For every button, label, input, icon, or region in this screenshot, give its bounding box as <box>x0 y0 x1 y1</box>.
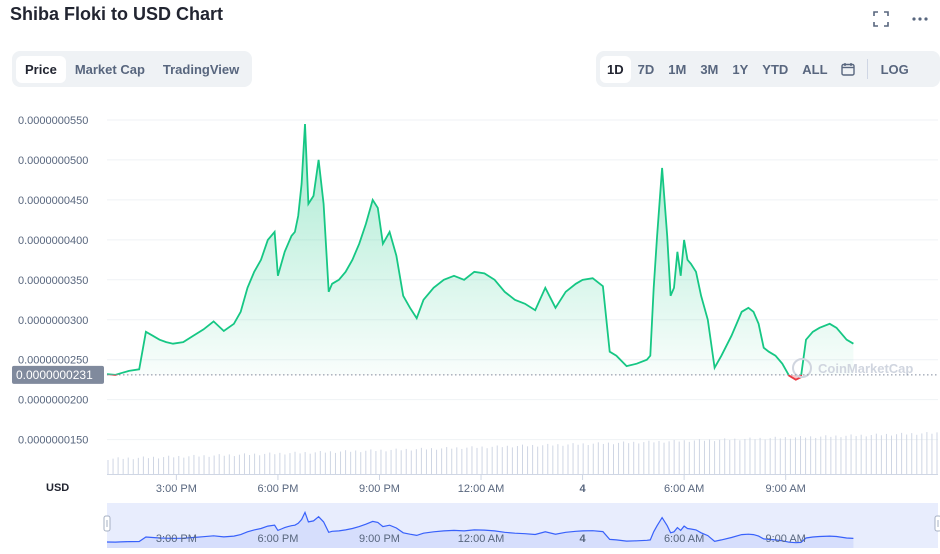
range-1d[interactable]: 1D <box>600 55 631 83</box>
calendar-icon <box>840 63 855 76</box>
range-1y[interactable]: 1Y <box>732 61 749 77</box>
chart-type-tabs: Price Market Cap TradingView <box>12 51 253 87</box>
y-tick-label: 0.0000000550 <box>18 115 88 127</box>
navigator-tick-label: 3:00 PM <box>156 533 197 545</box>
watermark-logo-icon <box>792 358 812 378</box>
currency-label: USD <box>46 482 69 494</box>
navigator-tick-label: 12:00 AM <box>458 533 504 545</box>
y-tick-label: 0.0000000200 <box>18 395 88 407</box>
tab-market-cap[interactable]: Market Cap <box>74 61 145 77</box>
y-tick-label: 0.0000000500 <box>18 155 88 167</box>
y-tick-label: 0.0000000250 <box>18 355 88 367</box>
x-tick-label: 6:00 PM <box>257 483 298 495</box>
range-divider <box>866 59 868 79</box>
log-toggle[interactable]: LOG <box>880 61 909 77</box>
y-tick-label: 0.0000000400 <box>18 235 88 247</box>
price-line-up <box>106 123 854 375</box>
tab-tradingview[interactable]: TradingView <box>162 61 240 77</box>
x-tick-label: 9:00 AM <box>765 483 805 495</box>
range-1m[interactable]: 1M <box>668 61 687 77</box>
y-tick-label: 0.0000000350 <box>18 275 88 287</box>
time-range-tabs: 1D 7D 1M 3M 1Y YTD ALL LOG <box>596 51 940 87</box>
navigator-tick-label: 6:00 PM <box>257 533 298 545</box>
x-tick-label: 6:00 AM <box>664 483 704 495</box>
navigator-tick-label: 9:00 AM <box>765 533 805 545</box>
x-tick-label: 3:00 PM <box>156 483 197 495</box>
navigator-tick-label: 6:00 AM <box>664 533 704 545</box>
navigator-tick-label: 9:00 PM <box>359 533 400 545</box>
fullscreen-icon[interactable] <box>870 8 892 30</box>
x-tick-label: 4 <box>580 483 587 495</box>
range-ytd[interactable]: YTD <box>762 61 789 77</box>
more-icon[interactable] <box>909 8 931 30</box>
x-tick-label: 12:00 AM <box>458 483 504 495</box>
page-title: Shiba Floki to USD Chart <box>10 4 224 24</box>
y-tick-label: 0.0000000300 <box>18 315 88 327</box>
current-price-badge <box>12 365 104 384</box>
range-7d[interactable]: 7D <box>637 61 655 77</box>
current-price-label: 0.0000000231 <box>16 368 93 382</box>
y-tick-label: 0.0000000150 <box>18 435 88 447</box>
price-area-up <box>107 124 854 375</box>
range-all[interactable]: ALL <box>802 61 828 77</box>
x-tick-label: 9:00 PM <box>359 483 400 495</box>
navigator-tick-label: 4 <box>580 533 587 545</box>
watermark: CoinMarketCap <box>818 361 913 376</box>
navigator-line <box>106 510 854 544</box>
tab-price[interactable]: Price <box>16 55 66 83</box>
range-3m[interactable]: 3M <box>700 61 719 77</box>
y-tick-label: 0.0000000450 <box>18 195 88 207</box>
calendar-button[interactable] <box>835 56 861 82</box>
